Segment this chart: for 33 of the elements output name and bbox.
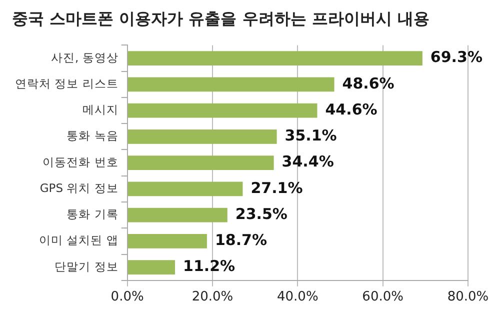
bar [128, 51, 422, 66]
x-tick-label: 60.0% [362, 290, 404, 305]
data-label: 69.3% [430, 48, 482, 66]
data-label: 48.6% [342, 74, 394, 92]
bar [128, 182, 243, 196]
y-tick-label: GPS 위치 정보 [40, 180, 118, 195]
data-label: 34.4% [282, 152, 334, 171]
y-tick-label: 연락처 정보 리스트 [15, 76, 118, 90]
data-label: 23.5% [235, 204, 288, 223]
chart-title: 중국 스마트폰 이용자가 유출을 우려하는 프라이버시 내용 [12, 8, 430, 28]
data-label: 11.2% [183, 257, 236, 276]
y-tick-label: 이동전화 번호 [42, 154, 118, 169]
y-tick-label: 단말기 정보 [54, 259, 118, 274]
y-tick-label: 메시지 [82, 102, 118, 117]
bar [128, 260, 176, 275]
bar [128, 208, 228, 222]
x-tick-label: 80.0% [447, 290, 489, 305]
bar [128, 77, 334, 92]
x-tick-label: 20.0% [192, 290, 234, 305]
y-tick-label: 사진, 동영상 [51, 50, 118, 64]
x-tick-label: 0.0% [110, 290, 144, 305]
bar [128, 129, 277, 144]
data-label: 44.6% [325, 100, 378, 118]
bar [128, 103, 318, 118]
y-tick-label: 통화 기록 [66, 207, 118, 222]
y-tick-label: 통화 녹음 [66, 128, 118, 143]
data-label: 18.7% [214, 231, 267, 250]
data-label: 35.1% [284, 126, 337, 145]
bar [128, 156, 274, 170]
y-tick-label: 이미 설치된 앱 [39, 233, 118, 248]
x-tick-label: 40.0% [277, 290, 318, 305]
data-label: 27.1% [250, 178, 303, 197]
bar [128, 234, 207, 248]
